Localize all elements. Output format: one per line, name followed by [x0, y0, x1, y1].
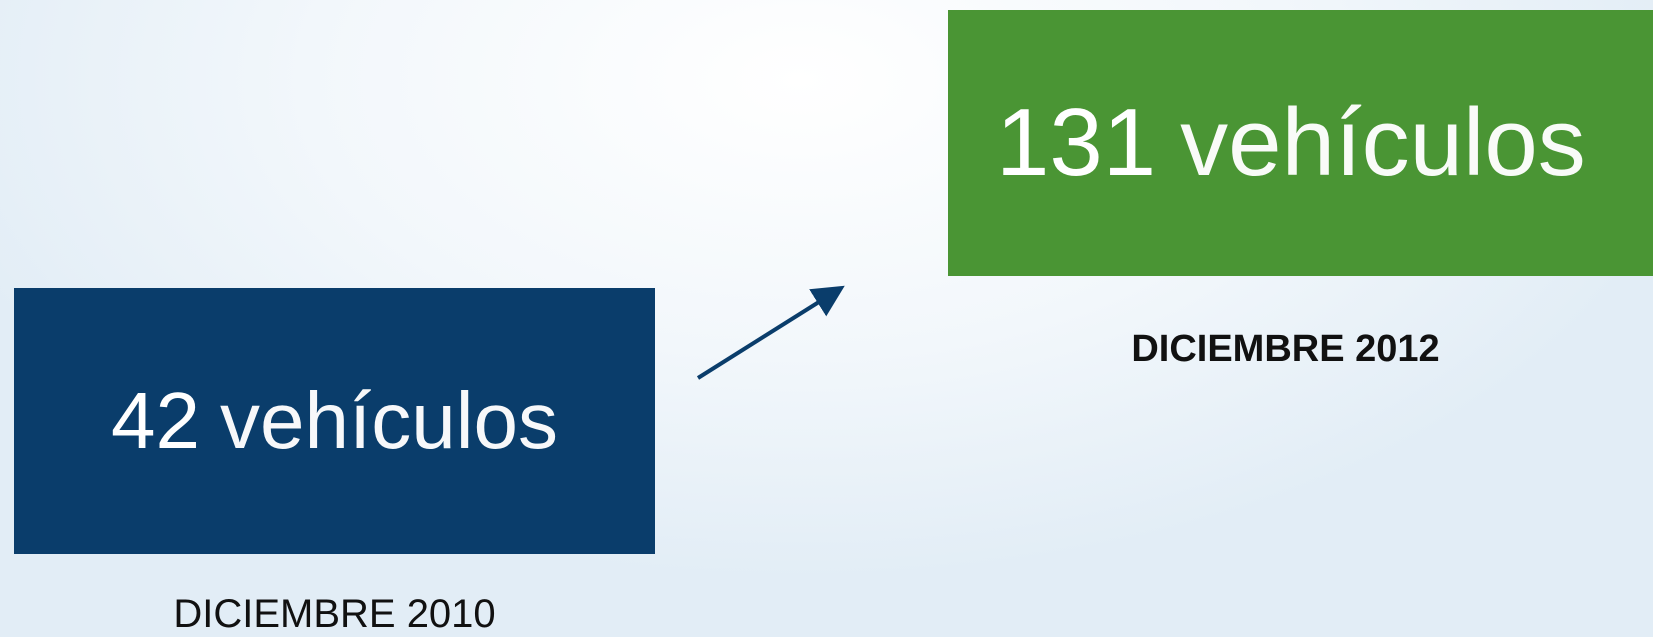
date-label: DICIEMBRE 2010: [173, 592, 496, 636]
unit: vehículos: [220, 376, 558, 465]
arrow: [696, 285, 845, 380]
number: 42: [111, 376, 200, 465]
number: 131: [996, 89, 1157, 196]
date-label: DICIEMBRE 2012: [1131, 328, 1440, 370]
unit: vehículos: [1180, 89, 1586, 196]
value-box: 131 vehículos: [948, 10, 1653, 276]
value-box: 42 vehículos: [14, 288, 655, 554]
